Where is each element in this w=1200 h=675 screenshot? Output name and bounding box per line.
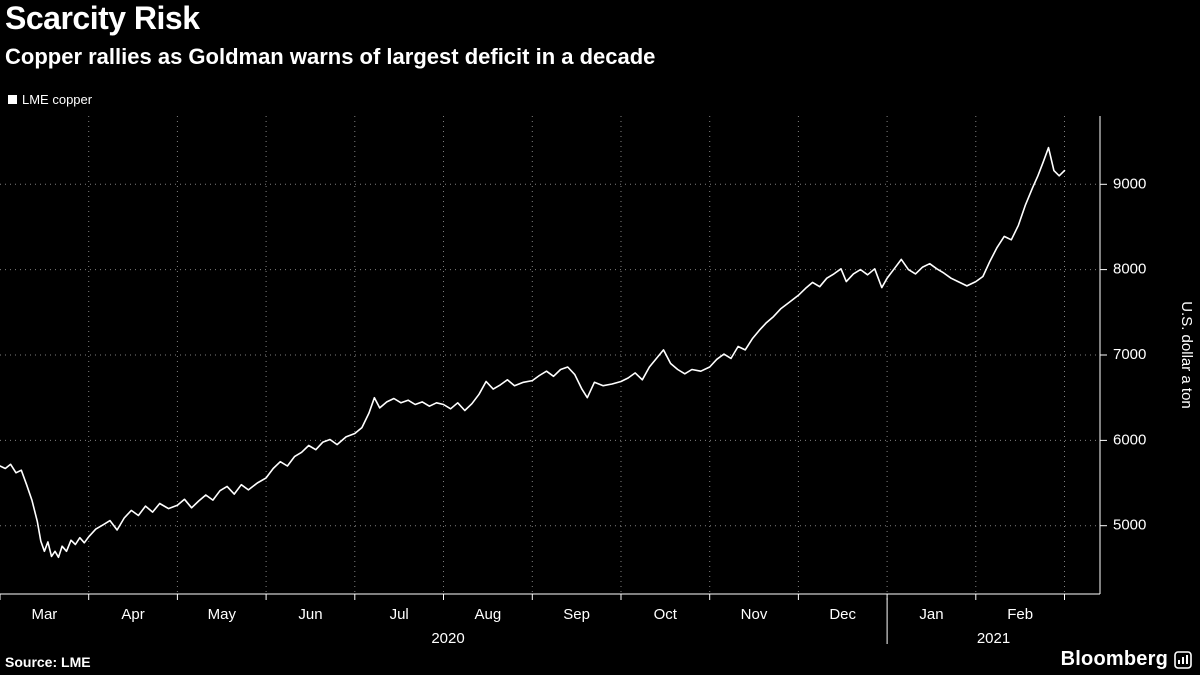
x-tick-label: Mar <box>31 606 57 623</box>
x-tick-label: Jan <box>919 606 943 623</box>
page-title: Scarcity Risk <box>5 0 200 36</box>
page-subtitle: Copper rallies as Goldman warns of large… <box>5 44 656 69</box>
legend: LME copper <box>8 92 92 107</box>
x-tick-label: Jun <box>298 606 322 623</box>
legend-marker-icon <box>8 95 17 104</box>
x-tick-label: Apr <box>121 606 144 623</box>
year-label: 2021 <box>977 630 1010 647</box>
brand-name: Bloomberg <box>1060 648 1168 670</box>
brand-logo: Bloomberg <box>1061 648 1192 671</box>
y-tick-label: 7000 <box>1113 346 1146 363</box>
y-tick-label: 8000 <box>1113 261 1146 278</box>
series-line <box>0 146 1066 559</box>
x-tick-label: Jul <box>390 606 409 623</box>
bloomberg-chart-icon <box>1174 650 1192 669</box>
y-tick-label: 9000 <box>1113 175 1146 192</box>
year-label: 2020 <box>431 630 464 647</box>
x-tick-label: May <box>208 606 237 623</box>
x-tick-label: Oct <box>654 606 678 623</box>
x-tick-label: Feb <box>1007 606 1033 623</box>
x-tick-label: Dec <box>829 606 856 623</box>
source-note: Source: LME <box>5 654 91 670</box>
y-axis-title: U.S. dollar a ton <box>1178 301 1195 409</box>
price-chart: 5000 6000 7000 8000 9000 Mar Apr May Jun Jul Aug Se… <box>0 116 1195 647</box>
x-tick-label: Aug <box>475 606 502 623</box>
y-tick-label: 5000 <box>1113 517 1146 534</box>
x-tick-label: Nov <box>741 606 768 623</box>
x-tick-label: Sep <box>563 606 590 623</box>
y-tick-label: 6000 <box>1113 431 1146 448</box>
legend-label: LME copper <box>22 92 93 107</box>
